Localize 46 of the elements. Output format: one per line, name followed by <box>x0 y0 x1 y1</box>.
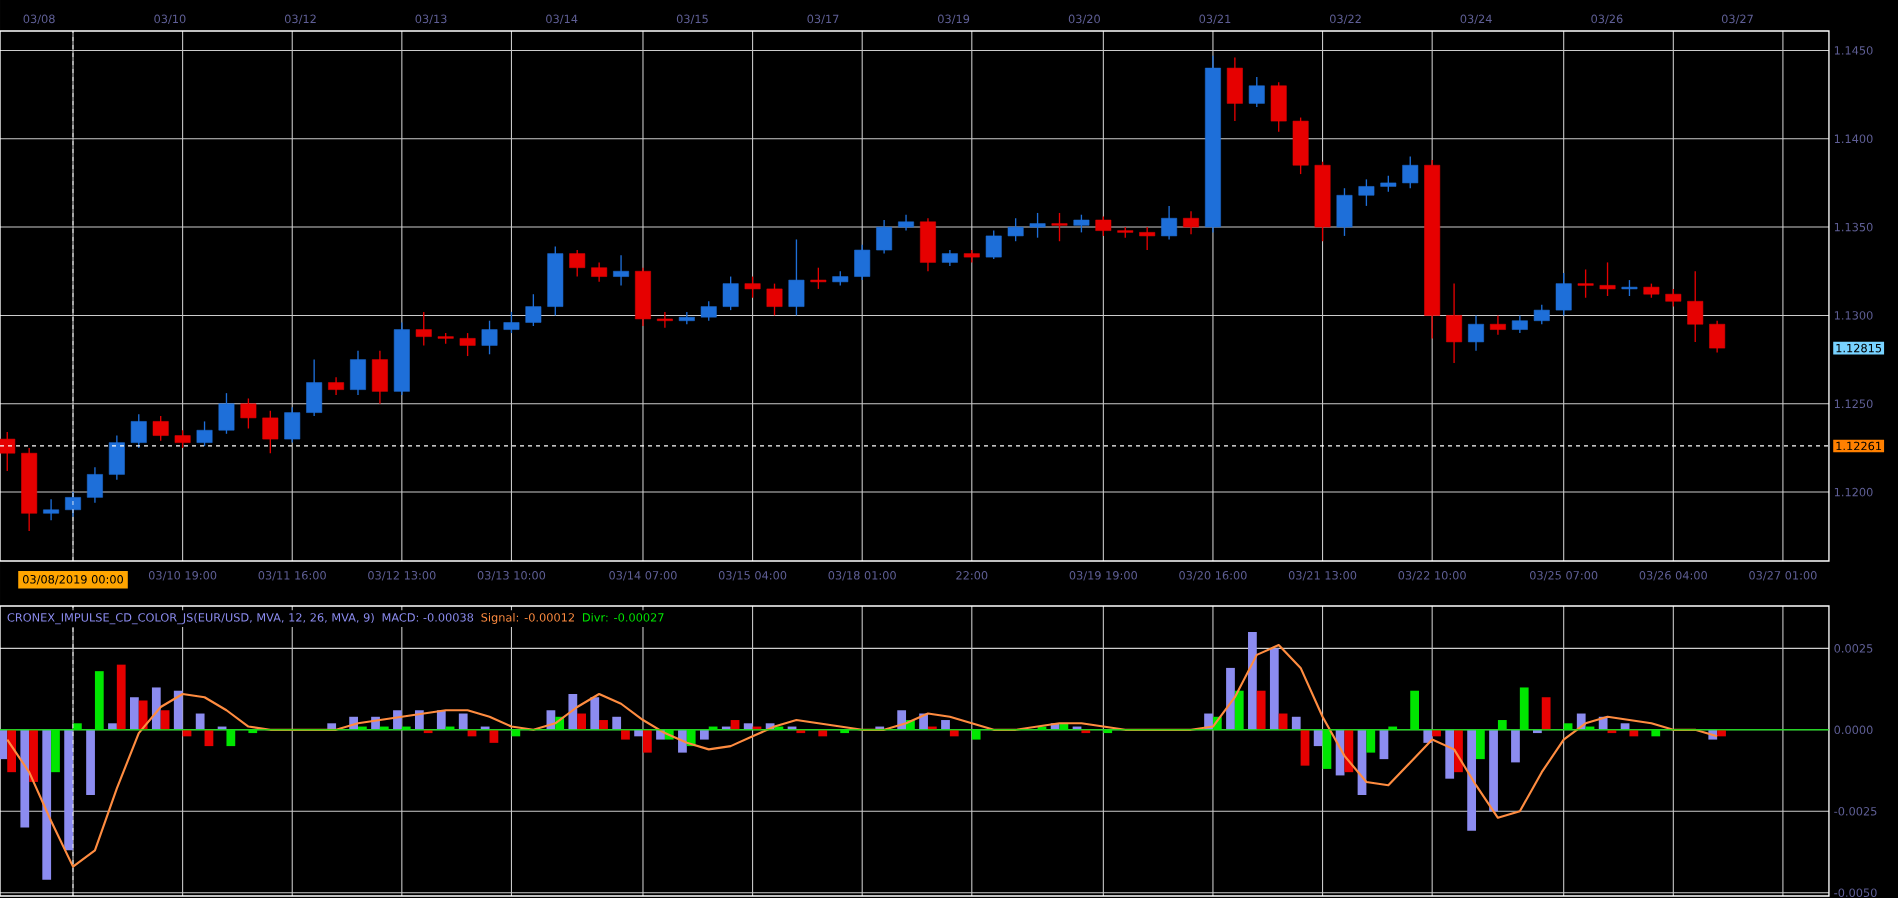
text: 03/27 <box>1721 14 1753 25</box>
x-tick-label: 03/13 10:00 <box>477 571 546 581</box>
x-tick-label: 03/22 10:00 <box>1398 571 1466 581</box>
ref-line-label: 1.12261 <box>1836 441 1882 451</box>
text: 03/21 <box>1199 14 1231 25</box>
y-tick-label: 1.1450 <box>1834 46 1873 55</box>
text: 03/24 <box>1460 14 1492 25</box>
x-tick-label: 03/10 19:00 <box>148 571 217 581</box>
text: 03/12 <box>284 14 316 25</box>
text: 03/15 <box>676 14 708 25</box>
x-tick-label: 03/19 19:00 <box>1069 571 1138 581</box>
y-tick-label: 1.1200 <box>1834 487 1873 497</box>
x-tick-label: 03/26 04:00 <box>1639 571 1707 581</box>
text: 03/13 <box>415 14 447 25</box>
x-tick-label: 03/20 16:00 <box>1179 571 1247 581</box>
text: MACD: -0.00038 <box>382 613 474 622</box>
text: Divr: -0.00027 <box>583 612 664 622</box>
y-tick-label: 1.1350 <box>1834 222 1873 232</box>
text: 03/14 <box>546 14 578 25</box>
x-tick-label: 03/12 13:00 <box>368 571 436 581</box>
x-tick-label: 03/08/2019 00:00 <box>22 575 124 585</box>
text: 03/26 <box>1591 14 1623 25</box>
text: 03/20 <box>1068 14 1100 25</box>
y-tick-label: -0.0025 <box>1834 806 1877 816</box>
x-tick-label: 03/25 07:00 <box>1529 571 1598 581</box>
text: 1.12815 <box>1836 343 1882 353</box>
x-tick-label: 03/21 13:00 <box>1288 571 1357 581</box>
x-tick-label: 22:00 <box>956 571 988 580</box>
x-tick-label: 03/27 01:00 <box>1749 571 1817 581</box>
y-tick-label: 1.1250 <box>1834 399 1873 409</box>
y-tick-label: 0.0000 <box>1834 725 1873 735</box>
x-tick-label: 03/14 07:00 <box>609 571 677 581</box>
y-tick-label: 0.0025 <box>1834 644 1873 653</box>
y-tick-label: 1.1400 <box>1834 134 1873 144</box>
text: CRONEX_IMPULSE_CD_COLOR_JS(EUR/USD, MVA, 12, 26, MVA, 9) <box>7 612 374 625</box>
text: 03/10 <box>154 14 186 25</box>
y-tick-label: 1.1300 <box>1834 311 1873 320</box>
y-tick-label: -0.0050 <box>1834 888 1877 898</box>
text: 03/17 <box>807 14 839 25</box>
x-tick-label: 03/11 16:00 <box>258 571 326 581</box>
x-tick-label: 03/15 04:00 <box>718 571 787 581</box>
text: 03/22 <box>1329 14 1361 25</box>
text: 03/19 <box>938 14 970 25</box>
text: Signal: -0.00012 <box>481 612 574 624</box>
text: 03/08 <box>23 14 55 25</box>
x-tick-label: 03/18 01:00 <box>828 571 896 581</box>
